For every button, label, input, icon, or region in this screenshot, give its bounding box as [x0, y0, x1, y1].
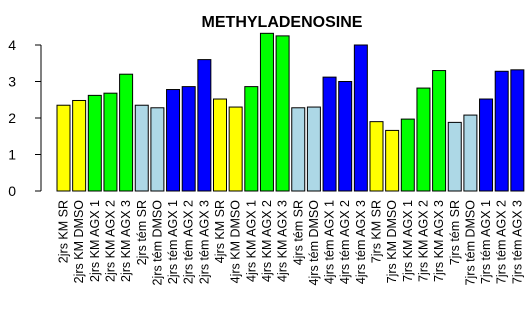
- bar: [353, 44, 368, 192]
- x-tick-label: 4jrs KM AGX 1: [244, 200, 258, 282]
- x-tick-label: 2jrs KM AGX 1: [88, 200, 102, 282]
- bar: [150, 107, 165, 192]
- x-tick-label: 7jrs tém AGX 3: [510, 200, 524, 284]
- y-tick-label: 3: [8, 74, 16, 90]
- bar: [447, 121, 462, 192]
- bar: [103, 92, 118, 192]
- x-tick-label: 4jrs tém AGX 3: [354, 200, 368, 284]
- bar: [510, 69, 525, 192]
- x-tick-label: 2jrs KM DMSO: [72, 200, 86, 284]
- bar: [197, 59, 212, 192]
- x-tick-label: 4jrs KM AGX 3: [276, 200, 290, 282]
- x-tick-label: 4jrs KM AGX 2: [260, 200, 274, 282]
- x-tick-label: 4jrs tém AGX 1: [323, 200, 337, 284]
- x-tick-label: 4jrs tém AGX 2: [338, 200, 352, 284]
- bar: [400, 118, 415, 192]
- bar: [213, 98, 227, 192]
- x-tick-label: 7jrs KM DMSO: [385, 200, 399, 284]
- bar: [463, 114, 478, 192]
- x-tick-label: 7jrs tém DMSO: [463, 200, 477, 286]
- x-tick-label: 2jrs tém DMSO: [150, 200, 164, 286]
- y-tick-label: 0: [8, 183, 16, 199]
- bar: [87, 94, 102, 192]
- bar: [134, 104, 149, 192]
- y-axis: 0 1 2 3 4: [8, 37, 42, 199]
- y-tick-label: 2: [8, 110, 16, 126]
- bar: [181, 86, 196, 192]
- bar: [72, 99, 87, 192]
- x-tick-label: 2jrs KM AGX 3: [119, 200, 133, 282]
- x-tick-label: 2jrs KM SR: [57, 200, 71, 263]
- x-tick-label: 4jrs tém DMSO: [307, 200, 321, 286]
- x-tick-label: 2jrs tém AGX 2: [182, 200, 196, 284]
- bar: [369, 121, 384, 192]
- x-tick-label: 7jrs tém SR: [448, 200, 462, 265]
- x-tick-label: 4jrs KM SR: [213, 200, 227, 263]
- bar: [494, 70, 509, 192]
- bar: [291, 107, 306, 192]
- bar: [338, 81, 353, 192]
- bar: [479, 98, 494, 192]
- bar: [385, 129, 400, 192]
- x-tick-label: 7jrs KM AGX 3: [432, 200, 446, 282]
- bar: [432, 70, 447, 192]
- bar: [322, 76, 337, 192]
- x-tick-label: 2jrs KM AGX 2: [103, 200, 117, 282]
- bars: [56, 32, 525, 192]
- x-tick-label: 4jrs tém SR: [291, 200, 305, 265]
- x-tick-label: 7jrs tém AGX 2: [495, 200, 509, 284]
- chart-title: METHYLADENOSINE: [202, 14, 363, 31]
- x-tick-label: 4jrs KM DMSO: [229, 200, 243, 284]
- bar: [416, 87, 431, 192]
- bar: [275, 35, 290, 192]
- bar: [228, 106, 243, 192]
- x-tick-label: 7jrs KM AGX 2: [416, 200, 430, 282]
- x-tick-label: 2jrs tém AGX 3: [197, 200, 211, 284]
- x-tick-label: 7jrs KM SR: [370, 200, 384, 263]
- x-tick-label: 2jrs tém SR: [135, 200, 149, 265]
- bar: [119, 73, 134, 192]
- x-tick-label: 2jrs tém AGX 1: [166, 200, 180, 284]
- x-tick-labels: 2jrs KM SR 2jrs KM DMSO 2jrs KM AGX 1 2jrs …: [57, 200, 525, 286]
- y-tick-label: 1: [8, 147, 16, 163]
- bar: [56, 104, 71, 192]
- bar: [259, 32, 274, 192]
- y-tick-label: 4: [8, 37, 16, 53]
- x-tick-label: 7jrs KM AGX 1: [401, 200, 415, 282]
- bar: [244, 86, 259, 192]
- x-tick-label: 7jrs tém AGX 1: [479, 200, 493, 284]
- bar: [306, 106, 321, 192]
- bar: [166, 89, 181, 192]
